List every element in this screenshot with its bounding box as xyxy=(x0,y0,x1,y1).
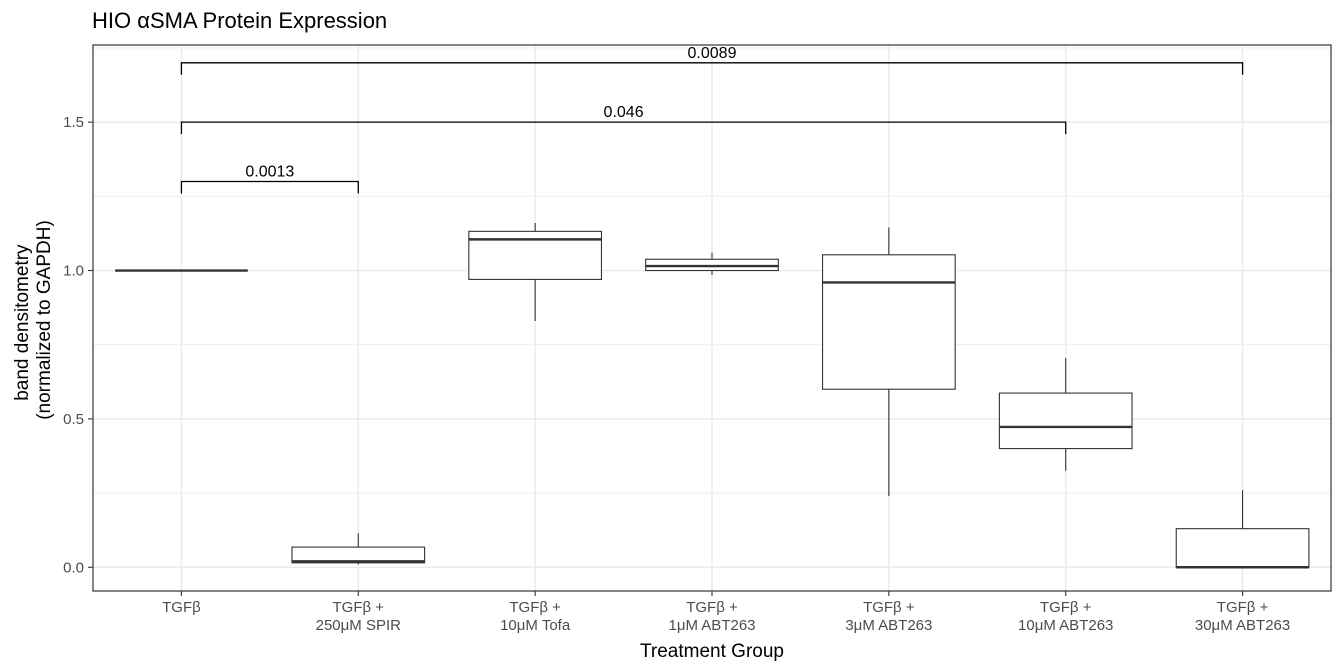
box-2 xyxy=(468,223,603,321)
x-tick-label-line: 1μM ABT263 xyxy=(668,617,755,634)
x-tick-label-line: 10μM ABT263 xyxy=(1018,617,1113,634)
boxes xyxy=(115,223,1310,569)
iqr-box xyxy=(1175,528,1310,568)
p-value-label: 0.046 xyxy=(604,104,644,121)
x-tick-label-line: 250μM SPIR xyxy=(316,617,402,634)
comparison-bracket: 0.0013 xyxy=(180,164,359,194)
x-tick-label-line: TGFβ + xyxy=(686,599,738,616)
x-axis-title: Treatment Group xyxy=(640,641,784,662)
p-value-label: 0.0089 xyxy=(688,45,737,62)
y-tick-label: 1.5 xyxy=(63,114,84,131)
bracket-line xyxy=(180,180,359,194)
x-tick-label: TGFβ +30μM ABT263 xyxy=(1195,599,1290,634)
iqr-box xyxy=(291,546,426,564)
y-tick-label: 1.0 xyxy=(63,263,84,280)
x-tick-label-line: 30μM ABT263 xyxy=(1195,617,1290,634)
x-tick-label: TGFβ +1μM ABT263 xyxy=(668,599,755,634)
box-5 xyxy=(998,358,1133,471)
x-tick-label-line: TGFβ + xyxy=(1040,599,1092,616)
box-4 xyxy=(821,227,956,497)
x-tick-label-line: 10μM Tofa xyxy=(500,617,571,634)
box-6 xyxy=(1175,490,1310,569)
box-3 xyxy=(645,252,779,275)
comparison-bracket: 0.0089 xyxy=(180,45,1244,75)
y-tick-label: 0.0 xyxy=(63,559,84,576)
iqr-box xyxy=(998,392,1133,450)
box-1 xyxy=(291,533,426,565)
p-value-label: 0.0013 xyxy=(245,164,294,181)
bracket-line xyxy=(180,121,1067,135)
x-tick-label: TGFβ +10μM Tofa xyxy=(500,599,571,634)
comparison-bracket: 0.046 xyxy=(180,104,1067,135)
x-tick-label: TGFβ xyxy=(162,599,201,616)
x-tick-label-line: TGFβ + xyxy=(863,599,915,616)
x-tick-label-line: TGFβ + xyxy=(1217,599,1269,616)
chart-title: HIO αSMA Protein Expression xyxy=(92,8,387,33)
y-axis-title: band densitometry (normalized to GAPDH) xyxy=(12,220,55,420)
iqr-box xyxy=(821,254,956,390)
x-tick-label-line: TGFβ + xyxy=(333,599,385,616)
x-tick-label: TGFβ +250μM SPIR xyxy=(316,599,402,634)
x-tick-label-line: 3μM ABT263 xyxy=(845,617,932,634)
y-axis: 0.0 0.5 1.0 1.5 xyxy=(63,114,93,576)
x-tick-label-line: TGFβ xyxy=(162,599,201,616)
bracket-line xyxy=(180,62,1244,75)
x-tick-label-line: TGFβ + xyxy=(509,599,561,616)
y-axis-title-line-1: band densitometry xyxy=(12,244,33,401)
significance-brackets: 0.0013 0.046 0.0089 xyxy=(180,45,1244,194)
x-tick-label: TGFβ +10μM ABT263 xyxy=(1018,599,1113,634)
y-axis-title-line-2: (normalized to GAPDH) xyxy=(34,220,55,420)
y-tick-label: 0.5 xyxy=(63,411,84,428)
x-tick-label: TGFβ +3μM ABT263 xyxy=(845,599,932,634)
